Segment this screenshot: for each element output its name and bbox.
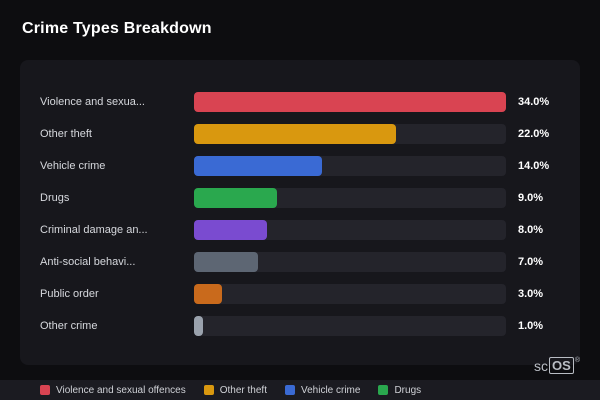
bar-fill[interactable]	[194, 188, 277, 208]
category-label: Other theft	[40, 128, 92, 140]
logo-box: OS	[549, 357, 574, 374]
bar-fill[interactable]	[194, 156, 323, 176]
chart-rows: Violence and sexua... 34.0% Other theft …	[40, 86, 564, 342]
category-label: Anti-social behavi...	[40, 256, 136, 268]
chart-row: Vehicle crime 14.0%	[40, 150, 564, 182]
value-label: 3.0%	[518, 288, 544, 300]
legend-swatch-icon	[203, 385, 214, 395]
category-label: Drugs	[40, 192, 70, 204]
bar-track	[194, 156, 506, 176]
legend-item[interactable]: Drugs	[378, 385, 421, 396]
legend-item[interactable]: Violence and sexual offences	[40, 385, 186, 396]
legend-label: Vehicle crime	[300, 384, 361, 396]
legend-label: Other theft	[219, 384, 267, 396]
logo-prefix: sc	[534, 358, 549, 374]
value-label: 7.0%	[518, 256, 544, 268]
bar-fill[interactable]	[194, 284, 222, 304]
value-label: 1.0%	[518, 320, 544, 332]
bar-track	[194, 316, 506, 336]
category-label: Other crime	[40, 320, 98, 332]
chart-row: Drugs 9.0%	[40, 182, 564, 214]
value-label: 22.0%	[518, 128, 550, 140]
bar-fill[interactable]	[194, 220, 268, 240]
bar-track	[194, 124, 506, 144]
value-label: 34.0%	[518, 96, 550, 108]
bar-track	[194, 252, 506, 272]
chart-row: Criminal damage an... 8.0%	[40, 214, 564, 246]
legend-swatch-icon	[284, 385, 295, 395]
chart-row: Public order 3.0%	[40, 278, 564, 310]
bar-fill[interactable]	[194, 252, 259, 272]
scos-logo: sc OS ®	[534, 357, 580, 374]
bar-track	[194, 220, 506, 240]
legend-swatch-icon	[378, 385, 389, 395]
category-label: Public order	[40, 288, 99, 300]
bar-fill[interactable]	[194, 124, 396, 144]
value-label: 8.0%	[518, 224, 544, 236]
registered-mark: ®	[574, 357, 580, 364]
chart-panel: Violence and sexua... 34.0% Other theft …	[20, 60, 580, 365]
legend: Violence and sexual offences Other theft…	[0, 380, 600, 400]
category-label: Violence and sexua...	[40, 96, 145, 108]
chart-row: Other crime 1.0%	[40, 310, 564, 342]
chart-row: Anti-social behavi... 7.0%	[40, 246, 564, 278]
value-label: 9.0%	[518, 192, 544, 204]
legend-swatch-icon	[40, 385, 50, 395]
legend-item[interactable]: Other theft	[203, 384, 267, 396]
bar-fill[interactable]	[194, 92, 506, 112]
page-title: Crime Types Breakdown	[22, 20, 212, 37]
bar-track	[194, 188, 506, 208]
bar-fill[interactable]	[194, 316, 204, 336]
bar-track	[194, 284, 506, 304]
chart-row: Other theft 22.0%	[40, 118, 564, 150]
legend-item[interactable]: Vehicle crime	[284, 384, 361, 396]
category-label: Vehicle crime	[40, 160, 106, 172]
legend-label: Drugs	[394, 384, 422, 396]
bar-track	[194, 92, 506, 112]
category-label: Criminal damage an...	[40, 224, 148, 236]
value-label: 14.0%	[518, 160, 550, 172]
legend-label: Violence and sexual offences	[56, 384, 186, 396]
chart-row: Violence and sexua... 34.0%	[40, 86, 564, 118]
